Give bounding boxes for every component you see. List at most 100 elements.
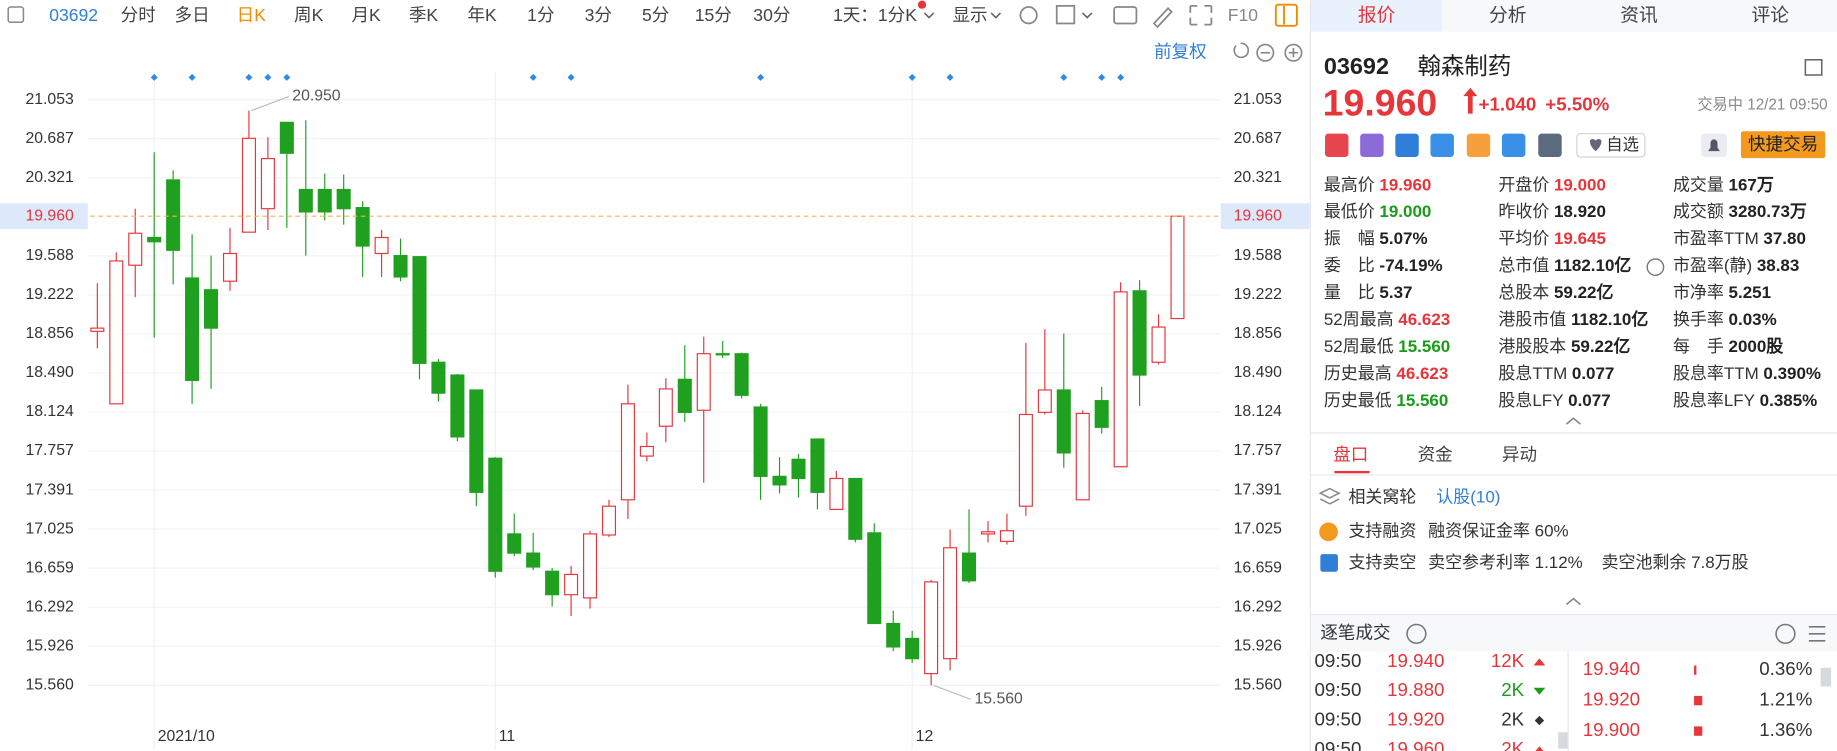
collapse[interactable] — [1565, 417, 1581, 425]
adjust-mode[interactable]: 前复权 — [1154, 41, 1207, 61]
period[interactable]: 1分 — [527, 5, 554, 25]
event-marker[interactable] — [757, 73, 765, 81]
stat-value: 59.22亿 — [1554, 283, 1613, 303]
stat: 最高价 19.960 — [1324, 176, 1431, 195]
stat: 历史最高 46.623 — [1324, 364, 1448, 383]
icon-tag[interactable] — [1501, 133, 1526, 158]
event-marker[interactable] — [1117, 73, 1125, 81]
stat: 52周最高 46.623 — [1324, 311, 1450, 330]
stat-label: 委 比 — [1324, 257, 1375, 276]
period[interactable]: 季K — [409, 5, 439, 25]
more-icon[interactable] — [1646, 258, 1665, 277]
candle-body — [791, 458, 806, 480]
watch-label[interactable]: 自选 — [1606, 136, 1639, 154]
candle-body — [279, 121, 294, 154]
period[interactable]: 年K — [467, 5, 497, 25]
event-marker[interactable] — [1060, 73, 1068, 81]
period[interactable]: 周K — [294, 5, 324, 25]
icon-flash[interactable] — [1360, 133, 1384, 158]
icon-dollar[interactable] — [1430, 133, 1454, 158]
trade-time: 09:50 — [1314, 679, 1361, 700]
stock-code[interactable]: 03692 — [49, 5, 98, 25]
quote-tab[interactable]: 分析 — [1489, 4, 1526, 25]
y-tick-label: 16.292 — [25, 598, 73, 615]
quote-tab[interactable]: 资讯 — [1620, 4, 1658, 25]
box-icon[interactable] — [1055, 4, 1076, 25]
y-tick-label-right: 19.222 — [1234, 286, 1282, 303]
period[interactable]: 日K — [237, 5, 267, 25]
menu-icon[interactable] — [7, 6, 25, 24]
stat: 港股股本 59.22亿 — [1498, 336, 1630, 356]
stat-label: 开盘价 — [1498, 176, 1549, 195]
period[interactable]: 分时 — [121, 5, 156, 25]
fullscreen-icon[interactable] — [1189, 4, 1213, 26]
candle-body — [355, 207, 370, 247]
depth-tab[interactable]: 资金 — [1418, 444, 1454, 464]
period-mode[interactable]: 1天：1分K — [833, 5, 917, 25]
event-marker[interactable] — [150, 73, 158, 81]
candle-body — [867, 532, 882, 625]
scrollbar[interactable] — [1820, 667, 1832, 687]
candle-body — [829, 477, 844, 510]
quote-tab[interactable]: 报价 — [1358, 4, 1396, 25]
trade-button[interactable] — [1740, 131, 1826, 159]
zoom-in[interactable] — [1284, 43, 1303, 62]
event-marker[interactable] — [567, 73, 575, 81]
event-marker[interactable] — [1098, 73, 1106, 81]
stat-value: 0.077 — [1572, 364, 1614, 383]
stat: 52周最低 15.560 — [1324, 337, 1450, 356]
reset-icon[interactable] — [1233, 42, 1250, 59]
display-menu[interactable]: 显示 — [952, 5, 987, 25]
icon-doc[interactable] — [1538, 133, 1562, 158]
help-icon[interactable] — [1406, 623, 1427, 644]
stat-value: 15.560 — [1398, 337, 1450, 356]
event-marker[interactable] — [946, 73, 954, 81]
period[interactable]: 月K — [351, 5, 381, 25]
camera-icon[interactable] — [1113, 6, 1138, 25]
list-icon[interactable] — [1808, 625, 1826, 642]
event-marker[interactable] — [529, 73, 537, 81]
candle-body — [1132, 290, 1147, 376]
heart-icon — [1589, 139, 1602, 152]
depth-tab[interactable]: 盘口 — [1333, 444, 1368, 464]
x-tick-label: 12 — [916, 728, 934, 745]
period[interactable]: 3分 — [585, 5, 612, 25]
quote-tab[interactable]: 评论 — [1751, 4, 1789, 25]
candle-body — [696, 353, 711, 411]
collapse[interactable] — [1565, 597, 1581, 606]
stat: 市净率 5.251 — [1673, 284, 1771, 303]
candle-body — [639, 445, 654, 457]
event-marker[interactable] — [283, 73, 291, 81]
icon-hk[interactable] — [1325, 133, 1349, 158]
candle-body — [260, 158, 275, 210]
scrollbar[interactable] — [1558, 732, 1568, 749]
stat-label: 股息TTM — [1498, 364, 1567, 383]
event-marker[interactable] — [245, 73, 253, 81]
stat-label: 港股市值 — [1498, 311, 1566, 330]
candle-body — [848, 477, 863, 540]
draw-icon[interactable] — [1152, 6, 1173, 29]
period[interactable]: 30分 — [753, 5, 790, 25]
event-marker[interactable] — [264, 73, 272, 81]
period[interactable]: 15分 — [695, 5, 732, 25]
icon-shuffle[interactable] — [1395, 133, 1419, 158]
layout-icon[interactable] — [1804, 59, 1823, 76]
icon-trend[interactable] — [1466, 133, 1491, 158]
stat-label: 振 幅 — [1324, 230, 1375, 249]
badge — [917, 0, 927, 9]
y-tick-label: 19.588 — [25, 247, 74, 264]
f10[interactable]: F10 — [1228, 5, 1258, 25]
trade-label[interactable]: 快捷交易 — [1748, 134, 1818, 154]
depth-tab[interactable]: 异动 — [1502, 444, 1537, 464]
zoom-out[interactable] — [1256, 43, 1275, 62]
more-icon[interactable] — [1775, 623, 1796, 644]
period[interactable]: 多日 — [175, 5, 210, 25]
event-marker[interactable] — [188, 73, 196, 81]
warrants-link[interactable]: 认股(10) — [1436, 487, 1500, 506]
period[interactable]: 5分 — [642, 5, 669, 25]
event-marker[interactable] — [908, 73, 916, 81]
margin-icon — [1319, 522, 1338, 542]
settings-icon[interactable] — [1019, 6, 1038, 25]
stat-label: 股息LFY — [1498, 391, 1563, 410]
panel-toggle[interactable] — [1274, 3, 1298, 27]
